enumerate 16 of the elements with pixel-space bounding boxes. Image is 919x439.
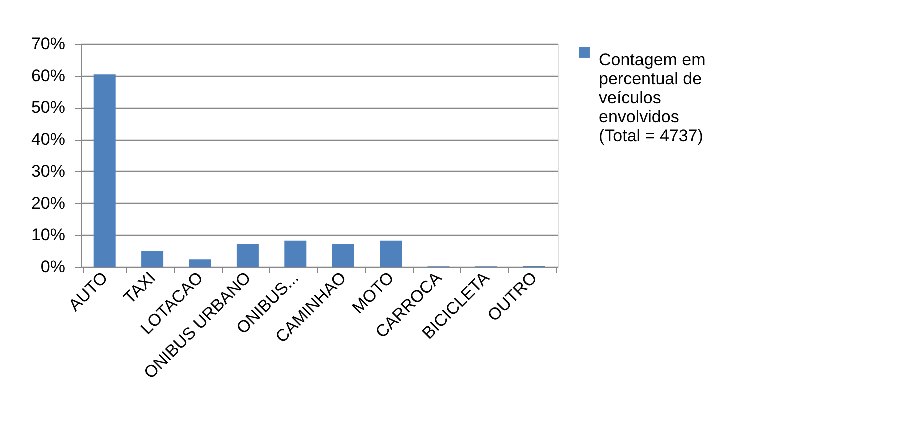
bar [284,240,307,267]
legend-label: Contagem em percentual de veículos envolvidos (Total = 4737) [599,50,706,146]
bar [142,251,164,267]
y-tick-label: 0% [40,258,66,276]
y-tick-label: 70% [31,34,66,54]
y-tick-label: 10% [31,226,66,245]
y-tick-label: 50% [31,98,66,118]
bar [380,240,402,267]
bar [332,244,354,267]
y-tick-label: 40% [31,130,66,150]
y-tick-label: 30% [31,162,66,181]
y-tick-label: 20% [31,194,66,213]
y-tick-label: 60% [31,66,66,86]
bar [189,260,212,267]
bar [236,244,259,267]
bar [94,74,116,267]
